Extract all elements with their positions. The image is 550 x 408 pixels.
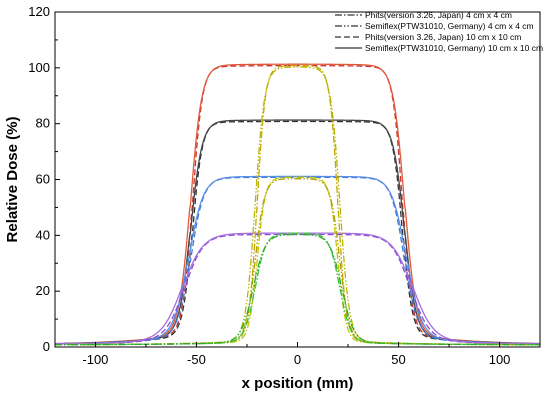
x-tick-label: 100 [489, 352, 511, 367]
y-tick-label: 120 [28, 4, 50, 19]
y-tick-label: 40 [36, 227, 50, 242]
y-tick-label: 80 [36, 116, 50, 131]
x-tick-label: -100 [82, 352, 108, 367]
plot-frame [54, 11, 541, 348]
series-line [54, 64, 541, 345]
legend-label: Phits(version 3.26, Japan) 10 cm x 10 cm [365, 32, 521, 42]
series-line [55, 176, 540, 346]
series-line [54, 233, 541, 345]
series-line [54, 175, 541, 345]
axes: -100 -50 0 50 100 0 20 40 60 80 100 120 [28, 4, 510, 367]
legend-label: Semiflex(PTW31010, Germany) 4 cm x 4 cm [365, 21, 534, 31]
y-tick-label: 20 [36, 283, 50, 298]
series-line [54, 232, 541, 345]
x-tick-label: 50 [391, 352, 405, 367]
legend: Phits(version 3.26, Japan) 4 cm x 4 cmSe… [335, 10, 543, 53]
y-axis-title: Relative Dose (%) [4, 117, 21, 243]
y-tick-label: 0 [43, 339, 50, 354]
series-line [55, 178, 540, 346]
legend-label: Phits(version 3.26, Japan) 4 cm x 4 cm [365, 10, 512, 20]
series-line [54, 176, 541, 345]
series-line [55, 66, 540, 346]
series-line [54, 63, 541, 345]
y-tick-label: 100 [28, 60, 50, 75]
legend-label: Semiflex(PTW31010, Germany) 10 cm x 10 c… [365, 43, 543, 53]
series-line [55, 232, 540, 346]
series-line [54, 119, 541, 345]
y-tick-label: 60 [36, 172, 50, 187]
x-tick-label: 0 [294, 352, 301, 367]
x-axis-title: x position (mm) [242, 375, 354, 392]
series-line [55, 233, 540, 346]
series-line [54, 64, 541, 346]
x-tick-label: -50 [187, 352, 206, 367]
plot-lines [54, 63, 541, 346]
